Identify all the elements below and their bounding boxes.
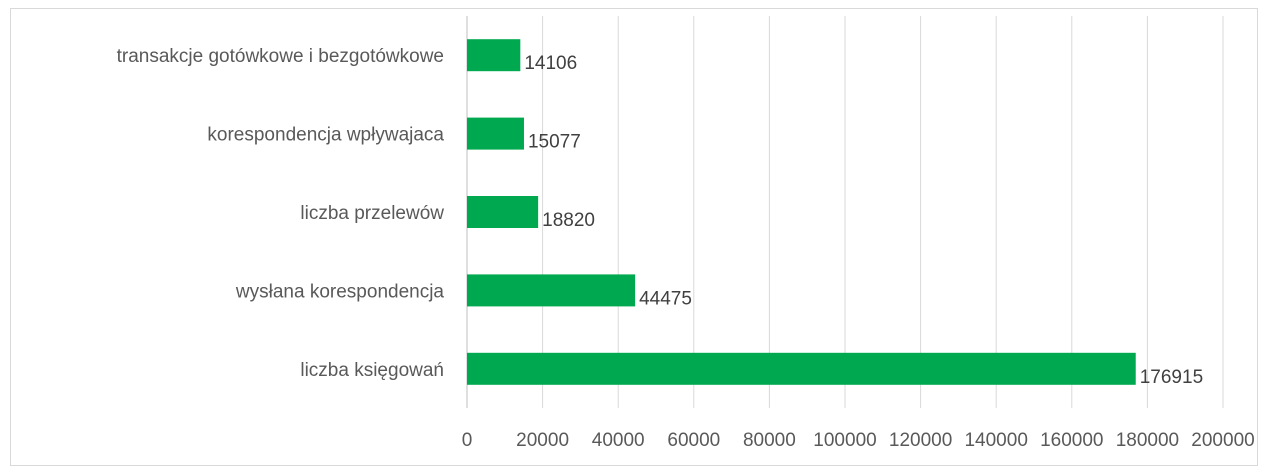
category-label: korespondencja wpływajaca	[207, 125, 444, 146]
bar-3	[467, 274, 636, 307]
bar-2	[467, 196, 539, 228]
x-tick-label: 60000	[667, 430, 720, 451]
x-tick-label: 140000	[964, 430, 1027, 451]
x-tick-label: 180000	[1116, 430, 1179, 451]
x-tick-label: 100000	[813, 430, 876, 451]
category-label: liczba przelewów	[300, 203, 444, 224]
x-tick-label: 200000	[1191, 430, 1254, 451]
data-label: 18820	[542, 210, 595, 231]
chart-area	[10, 8, 1258, 466]
x-tick-label: 160000	[1040, 430, 1103, 451]
x-tick-label: 120000	[889, 430, 952, 451]
bar-4	[467, 352, 1136, 385]
data-label: 176915	[1140, 367, 1203, 388]
category-label: liczba księgowań	[300, 360, 444, 381]
category-label: transakcje gotówkowe i bezgotówkowe	[117, 46, 444, 67]
bar-1	[467, 117, 524, 150]
x-tick-label: 40000	[592, 430, 645, 451]
bar-0	[467, 39, 521, 72]
data-label: 14106	[524, 53, 577, 74]
x-tick-label: 80000	[743, 430, 796, 451]
data-label: 44475	[639, 288, 692, 309]
category-label: wysłana korespondencja	[235, 281, 445, 302]
data-label: 15077	[528, 132, 581, 153]
x-tick-label: 20000	[516, 430, 569, 451]
x-tick-label: 0	[462, 430, 473, 451]
